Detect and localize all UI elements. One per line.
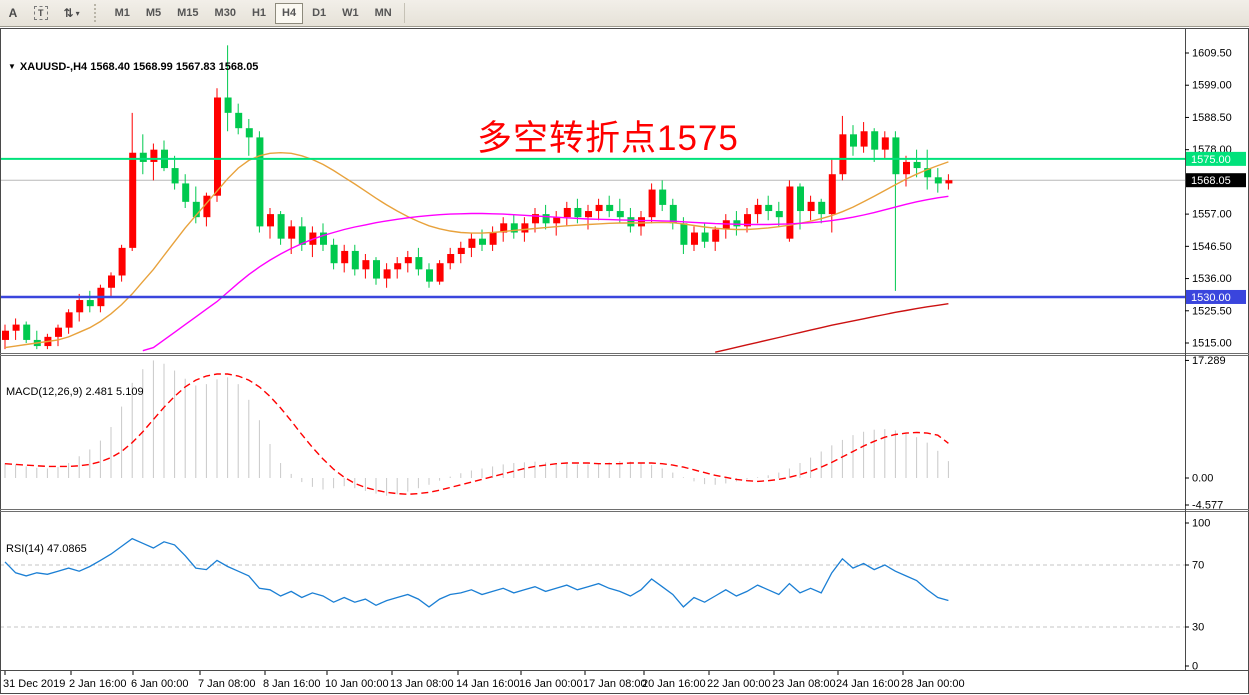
svg-text:-4.577: -4.577 bbox=[1192, 500, 1223, 512]
svg-text:0: 0 bbox=[1192, 661, 1198, 673]
text-tool-button[interactable]: A bbox=[1, 3, 25, 24]
svg-text:70: 70 bbox=[1192, 560, 1204, 572]
svg-text:23 Jan 08:00: 23 Jan 08:00 bbox=[772, 678, 836, 690]
chart-window[interactable]: ▼ XAUUSD-,H4 1568.40 1568.99 1567.83 1568… bbox=[0, 28, 1249, 695]
svg-text:6 Jan 00:00: 6 Jan 00:00 bbox=[131, 678, 189, 690]
svg-text:1575.00: 1575.00 bbox=[1191, 154, 1231, 166]
arrows-tool-button[interactable]: ⇅ ▾ bbox=[57, 3, 87, 24]
arrows-tool-icon: ⇅ bbox=[63, 6, 74, 20]
rsi-line bbox=[4, 537, 949, 608]
current-price-badge: 1568.05 bbox=[1186, 173, 1246, 188]
macd-axis[interactable]: 17.289 0.00 -4.577 bbox=[1185, 355, 1226, 512]
timeframe-button-h4[interactable]: H4 bbox=[275, 2, 304, 24]
time-axis[interactable]: 31 Dec 2019 2 Jan 16:00 6 Jan 00:00 7 Jan 0… bbox=[3, 671, 965, 690]
macd-indicator-label: MACD(12,26,9) 2.481 5.109 bbox=[6, 386, 144, 398]
text-label-tool-icon: T bbox=[34, 6, 48, 20]
text-tool-icon: A bbox=[8, 6, 18, 20]
svg-text:28 Jan 00:00: 28 Jan 00:00 bbox=[901, 678, 965, 690]
svg-text:1515.00: 1515.00 bbox=[1192, 338, 1232, 350]
ma-fast-line bbox=[4, 151, 949, 349]
dropdown-caret-icon: ▾ bbox=[75, 8, 80, 18]
toolbar: A T ⇅ ▾ M1 M5 M15 M30 H1 H4 D1 W1 MN bbox=[0, 0, 1249, 27]
timeframe-button-h1[interactable]: H1 bbox=[245, 3, 273, 24]
svg-text:1588.50: 1588.50 bbox=[1192, 112, 1232, 124]
price-badge-1530: 1530.00 bbox=[1186, 289, 1246, 304]
chart-title: ▼ XAUUSD-,H4 1568.40 1568.99 1567.83 1568… bbox=[8, 61, 258, 73]
timeframe-button-w1[interactable]: W1 bbox=[335, 3, 366, 24]
svg-text:100: 100 bbox=[1192, 518, 1210, 530]
svg-text:1536.00: 1536.00 bbox=[1192, 273, 1232, 285]
timeframe-button-d1[interactable]: D1 bbox=[305, 3, 333, 24]
svg-text:24 Jan 16:00: 24 Jan 16:00 bbox=[836, 678, 900, 690]
svg-text:10 Jan 00:00: 10 Jan 00:00 bbox=[325, 678, 389, 690]
svg-text:1530.00: 1530.00 bbox=[1191, 292, 1231, 304]
price-axis[interactable]: 1609.501599.001588.501578.001557.001546.… bbox=[1185, 48, 1232, 350]
rsi-levels bbox=[1, 564, 1185, 628]
svg-text:1599.00: 1599.00 bbox=[1192, 80, 1232, 92]
svg-text:1609.50: 1609.50 bbox=[1192, 48, 1232, 60]
timeframe-button-m15[interactable]: M15 bbox=[170, 3, 205, 24]
timeframe-buttons: M1 M5 M15 M30 H1 H4 D1 W1 MN bbox=[107, 2, 400, 24]
chart-title-text: XAUUSD-,H4 1568.40 1568.99 1567.83 1568.… bbox=[19, 61, 259, 73]
candles bbox=[2, 45, 953, 350]
svg-text:1546.50: 1546.50 bbox=[1192, 241, 1232, 253]
svg-text:2 Jan 16:00: 2 Jan 16:00 bbox=[69, 678, 127, 690]
macd-pane[interactable] bbox=[4, 360, 949, 496]
timeframe-button-mn[interactable]: MN bbox=[368, 3, 399, 24]
svg-text:30: 30 bbox=[1192, 622, 1204, 634]
svg-text:0.00: 0.00 bbox=[1192, 473, 1213, 485]
timeframe-button-m1[interactable]: M1 bbox=[108, 3, 137, 24]
symbol-dropdown-icon[interactable]: ▼ bbox=[8, 62, 16, 71]
rsi-pane[interactable] bbox=[0, 537, 1185, 628]
svg-text:8 Jan 16:00: 8 Jan 16:00 bbox=[263, 678, 321, 690]
main-price-pane[interactable] bbox=[0, 45, 1185, 353]
chart-annotation-text[interactable]: 多空转折点1575 bbox=[477, 119, 739, 158]
svg-text:17 Jan 08:00: 17 Jan 08:00 bbox=[583, 678, 647, 690]
axes: 1609.501599.001588.501578.001557.001546.… bbox=[0, 28, 1249, 690]
svg-text:1525.50: 1525.50 bbox=[1192, 305, 1232, 317]
price-badge-1575: 1575.00 bbox=[1186, 151, 1246, 166]
svg-text:1557.00: 1557.00 bbox=[1192, 209, 1232, 221]
toolbar-grip[interactable] bbox=[93, 4, 103, 22]
macd-signal-line bbox=[4, 373, 949, 496]
rsi-indicator-label: RSI(14) 47.0865 bbox=[6, 543, 87, 555]
ma-long-line bbox=[715, 303, 949, 353]
rsi-axis[interactable]: 100 70 30 0 bbox=[1185, 518, 1210, 673]
svg-text:22 Jan 00:00: 22 Jan 00:00 bbox=[707, 678, 771, 690]
timeframe-button-m5[interactable]: M5 bbox=[139, 3, 168, 24]
toolbar-separator bbox=[403, 3, 405, 23]
svg-text:16 Jan 00:00: 16 Jan 00:00 bbox=[519, 678, 583, 690]
svg-text:31 Dec 2019: 31 Dec 2019 bbox=[3, 678, 65, 690]
svg-text:17.289: 17.289 bbox=[1192, 355, 1226, 367]
svg-text:7 Jan 08:00: 7 Jan 08:00 bbox=[198, 678, 256, 690]
svg-text:14 Jan 16:00: 14 Jan 16:00 bbox=[456, 678, 520, 690]
text-label-tool-button[interactable]: T bbox=[27, 3, 55, 24]
ma-slow-line bbox=[142, 195, 949, 352]
svg-text:13 Jan 08:00: 13 Jan 08:00 bbox=[390, 678, 454, 690]
svg-text:1568.05: 1568.05 bbox=[1191, 175, 1231, 187]
timeframe-button-m30[interactable]: M30 bbox=[208, 3, 243, 24]
svg-text:20 Jan 16:00: 20 Jan 16:00 bbox=[642, 678, 706, 690]
